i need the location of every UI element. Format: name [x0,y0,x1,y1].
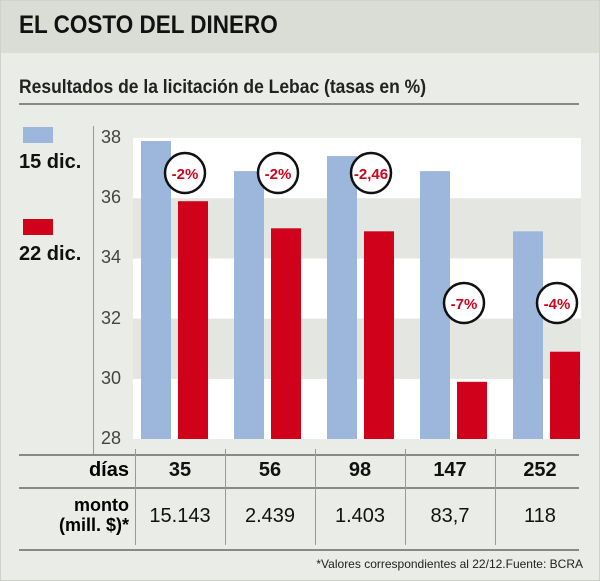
change-label: -2% [172,166,199,183]
bar-15dic-35 [141,141,171,439]
amount-cell: 83,7 [430,505,470,527]
table-line-top [19,454,579,456]
column-divider [225,449,226,545]
bar-22dic-147 [457,381,487,439]
column-divider [405,449,406,545]
legend-label-15dic: 15 dic. [19,151,82,173]
y-tick-label: 36 [101,187,122,208]
bar-22dic-98 [364,231,394,439]
amount-cell: 2.439 [244,505,296,527]
bar-22dic-56 [271,228,301,439]
y-tick-label: 34 [101,247,122,268]
days-cell: 252 [523,459,557,481]
title-bar: EL COSTO DEL DINERO [1,1,599,53]
bar-15dic-56 [234,171,264,440]
y-tick-label: 38 [101,127,122,147]
bar-15dic-98 [327,156,357,439]
change-badge [349,151,393,195]
change-badge [442,281,486,325]
row-label-dias: días [88,459,129,481]
column-divider [495,449,496,545]
days-cell: 147 [433,459,467,481]
title: EL COSTO DEL DINERO [19,11,278,39]
amount-cell: 1.403 [334,505,386,527]
amount-cell: 15.143 [149,505,211,527]
change-badge [256,151,300,195]
legend-swatch-15dic [23,127,53,143]
legend-label-22dic: 22 dic. [19,243,82,265]
column-divider [315,449,316,545]
column-divider [135,449,136,545]
days-cell: 56 [258,459,282,481]
bar-22dic-252 [550,351,580,439]
days-cell: 35 [168,459,192,481]
subtitle-underline [19,103,579,105]
footnote: *Valores correspondientes al 22/12.Fuent… [316,557,583,571]
change-badge [535,281,579,325]
row-label-monto-line1: monto [74,495,129,515]
legend-swatch-22dic [23,219,53,235]
bar-22dic-35 [178,201,208,439]
change-label: -2% [265,166,292,183]
change-label: -2,46 [354,166,388,183]
table-line-bottom [19,549,579,551]
change-label: -4% [544,296,571,313]
change-label: -7% [451,296,478,313]
change-badge [163,151,207,195]
days-cell: 98 [348,459,372,481]
y-tick-label: 28 [101,428,122,448]
y-tick-label: 32 [101,307,122,328]
amount-cell: 118 [524,505,556,527]
y-axis-line [93,126,94,456]
y-tick-label: 30 [101,367,122,388]
bar-15dic-252 [513,231,543,439]
row-label-monto-line2: (mill. $)* [58,515,129,535]
table-line-mid [19,487,579,489]
subtitle: Resultados de la licitación de Lebac (ta… [19,77,427,98]
row-label-monto: monto (mill. $)* [21,495,129,535]
